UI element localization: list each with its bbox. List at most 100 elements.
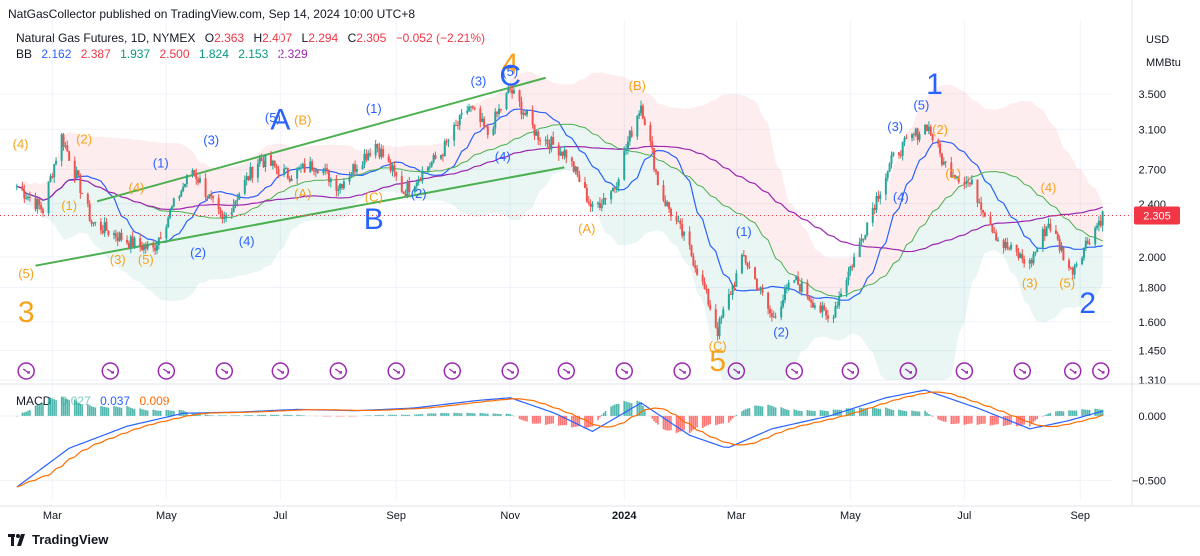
macd-histogram-bar [273,414,276,416]
macd-histogram-bar [260,414,263,416]
candle-body [610,191,613,200]
macd-histogram-bar [834,409,837,416]
candle-body [1062,246,1065,261]
candle-body [322,170,325,173]
event-arrow-icon [276,368,284,374]
candle-body [748,266,751,268]
wave-label: A [270,103,290,136]
macd-histogram-bar [324,415,326,417]
candle-body [169,209,172,218]
candle-body [1101,211,1104,226]
candle-body [185,174,188,185]
wave-label: 4 [502,48,519,81]
candle-body [1094,227,1097,245]
quantity-unit[interactable]: MMBtu [1146,57,1181,69]
bb-value: 2.162 [41,47,72,61]
candle-body [720,317,723,320]
candle-body [298,167,301,169]
macd-histogram-bar [128,406,130,416]
macd-histogram-bar [980,415,982,424]
candle-body [107,230,110,235]
macd-histogram-bar [210,415,212,416]
macd-histogram-bar [522,415,525,421]
candle-body [927,126,930,132]
candle-body [705,288,708,290]
macd-histogram-bar [565,415,568,426]
tradingview-footer[interactable]: TradingView [8,532,108,547]
candle-body [524,112,527,115]
macd-histogram-bar [625,401,627,416]
macd-histogram-bar [941,415,943,422]
macd-histogram-bar [1049,412,1052,416]
macd-histogram-bar [1036,415,1039,419]
macd-histogram-bar [795,410,797,416]
candle-body [312,170,315,172]
wave-label: (3) [887,119,903,134]
macd-histogram-bar [707,415,710,425]
candle-body [899,155,902,157]
macd-histogram-bar [354,415,356,417]
macd-histogram-bar [716,415,719,425]
wave-label: (2) [411,186,427,201]
currency-unit[interactable]: USD [1146,34,1170,46]
candle-body [413,186,416,192]
macd-histogram-bar [444,413,446,416]
candle-body [823,305,826,311]
candle-body [740,254,743,274]
candle-body [759,287,762,290]
macd-histogram-bar [664,415,667,431]
candle-body [337,189,340,191]
candle-body [847,271,850,281]
macd-histogram-bar [623,400,626,416]
macd-histogram-bar [679,415,682,432]
event-marker-icon [443,362,462,380]
wave-label: (A) [294,186,311,201]
macd-histogram-bar [38,404,41,416]
macd-line [16,389,1103,488]
symbol-legend: Natural Gas Futures, 1D, NYMEX O2.363 H2… [16,31,485,45]
candle-body [570,157,573,162]
macd-histogram-bar [675,415,678,434]
wave-label: 2 [1079,287,1096,320]
macd-histogram-bar [539,415,541,424]
candle-body [613,187,616,189]
candle-body [886,171,889,178]
macd-histogram-bar [408,414,411,416]
candle-body [656,171,659,186]
macd-histogram-bar [470,413,472,416]
macd-histogram-bar [1010,415,1012,425]
event-marker-icon [557,362,576,380]
macd-histogram-bar [638,401,640,416]
macd-histogram-bar [376,414,379,416]
macd-histogram-bar [509,413,512,416]
macd-histogram-bar [290,414,293,416]
candle-body [75,170,78,178]
tradingview-logo-icon [8,533,26,546]
candle-body [116,237,119,241]
event-marker-icon [955,362,974,380]
macd-histogram-bar [827,411,829,416]
candle-body [378,147,381,157]
candle-body [679,221,682,224]
candle-body [195,173,198,180]
candle-body [154,247,157,251]
candle-body [522,112,525,115]
macd-histogram-bar [888,408,891,416]
candle-body [230,212,233,215]
macd-histogram-bar [234,415,237,416]
candle-body [761,287,764,293]
price-tick-label: 1.450 [1138,345,1166,357]
candle-body [626,141,629,149]
macd-histogram-bar [823,410,825,416]
candle-body [509,89,512,91]
candle-body [651,141,654,149]
candle-body [496,111,499,114]
macd-histogram-bar [892,410,895,416]
macd-histogram-bar [126,406,128,416]
macd-histogram-bar [511,415,513,416]
candle-body [746,262,749,267]
macd-histogram-bar [301,415,304,416]
candle-body [114,233,117,238]
macd-histogram-bar [1081,409,1083,416]
